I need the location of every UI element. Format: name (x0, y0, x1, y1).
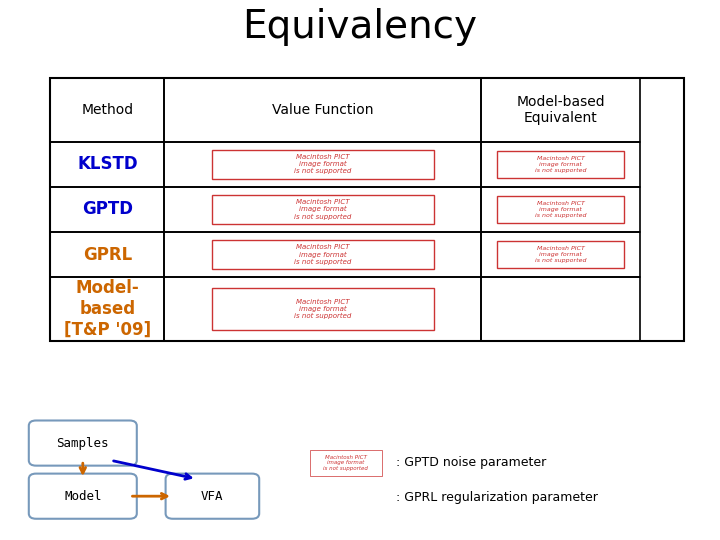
FancyBboxPatch shape (497, 196, 624, 223)
FancyBboxPatch shape (212, 288, 433, 330)
Text: Macintosh PICT
image format
is not supported: Macintosh PICT image format is not suppo… (294, 245, 351, 265)
Text: Macintosh PICT
image format
is not supported: Macintosh PICT image format is not suppo… (323, 455, 368, 471)
Text: Macintosh PICT
image format
is not supported: Macintosh PICT image format is not suppo… (294, 299, 351, 319)
Text: Model: Model (64, 490, 102, 503)
FancyBboxPatch shape (29, 421, 137, 465)
Text: Samples: Samples (57, 436, 109, 450)
Text: Equivalency: Equivalency (243, 8, 477, 46)
FancyBboxPatch shape (310, 450, 382, 476)
Text: Macintosh PICT
image format
is not supported: Macintosh PICT image format is not suppo… (535, 246, 586, 263)
Text: Macintosh PICT
image format
is not supported: Macintosh PICT image format is not suppo… (294, 199, 351, 220)
FancyBboxPatch shape (212, 240, 433, 269)
Text: Model-
based
[T&P '09]: Model- based [T&P '09] (64, 279, 151, 339)
Text: : GPTD noise parameter: : GPTD noise parameter (396, 456, 546, 469)
Text: Method: Method (81, 103, 133, 117)
FancyBboxPatch shape (166, 474, 259, 519)
Text: : GPRL regularization parameter: : GPRL regularization parameter (396, 491, 598, 504)
Text: Value Function: Value Function (272, 103, 374, 117)
FancyBboxPatch shape (29, 474, 137, 519)
Text: GPRL: GPRL (83, 246, 132, 264)
Text: Model-based
Equivalent: Model-based Equivalent (516, 94, 605, 125)
FancyBboxPatch shape (212, 150, 433, 179)
Text: GPTD: GPTD (82, 200, 133, 218)
Text: Macintosh PICT
image format
is not supported: Macintosh PICT image format is not suppo… (535, 156, 586, 173)
Text: VFA: VFA (201, 490, 224, 503)
Text: KLSTD: KLSTD (77, 155, 138, 173)
FancyBboxPatch shape (212, 195, 433, 224)
FancyBboxPatch shape (497, 151, 624, 178)
Text: Macintosh PICT
image format
is not supported: Macintosh PICT image format is not suppo… (535, 201, 586, 218)
Bar (50, 78, 684, 341)
Text: Macintosh PICT
image format
is not supported: Macintosh PICT image format is not suppo… (294, 154, 351, 174)
FancyBboxPatch shape (497, 241, 624, 268)
